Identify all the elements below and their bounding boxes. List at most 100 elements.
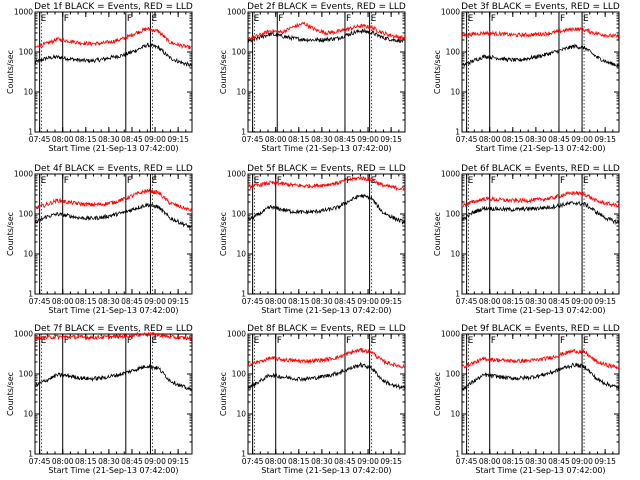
x-tick-label: 09:00: [144, 457, 166, 466]
y-tick-label: 1: [241, 450, 246, 459]
marker-label: E: [151, 176, 157, 186]
x-tick-label: 08:00: [265, 135, 287, 144]
panel-9: Det 9f BLACK = Events, RED = LLD 1 10 100 10…: [433, 324, 620, 475]
marker-label: E: [41, 176, 47, 186]
y-tick-label: 1000: [227, 8, 246, 17]
events-series-line: [461, 362, 620, 392]
y-tick-label: 100: [446, 210, 461, 219]
marker-label: E: [41, 336, 47, 346]
y-tick-label: 100: [446, 48, 461, 57]
x-tick-label: 08:45: [121, 457, 143, 466]
panel-title: Det 1f BLACK = Events, RED = LLD: [34, 2, 193, 12]
y-axis-label: Counts/sec: [6, 212, 15, 256]
x-tick-label: 07:45: [456, 457, 478, 466]
x-axis-label: Start Time (21-Sep-13 07:42:00): [261, 144, 391, 153]
x-tick-label: 07:45: [456, 135, 478, 144]
x-tick-label: 09:15: [594, 297, 616, 306]
x-tick-label: 08:45: [334, 297, 356, 306]
x-tick-label: 08:15: [288, 457, 310, 466]
marker-label: E: [468, 176, 474, 186]
x-axis-label: Start Time (21-Sep-13 07:42:00): [48, 306, 178, 315]
marker-label: E: [151, 336, 157, 346]
marker-label: E: [583, 14, 589, 24]
y-tick-label: 1000: [14, 330, 33, 339]
panel-title: Det 2f BLACK = Events, RED = LLD: [247, 2, 406, 12]
x-tick-label: 07:45: [242, 457, 264, 466]
x-tick-label: 08:30: [525, 135, 547, 144]
x-tick-label: 08:45: [548, 457, 570, 466]
events-series-line: [34, 202, 193, 230]
y-tick-label: 1: [455, 128, 460, 137]
y-tick-label: 1: [455, 450, 460, 459]
y-tick-label: 1: [241, 290, 246, 299]
x-axis-label: Start Time (21-Sep-13 07:42:00): [48, 144, 178, 153]
panel-5: Det 5f BLACK = Events, RED = LLD 1 10 100 10…: [219, 164, 406, 315]
marker-label: E: [254, 14, 260, 24]
panel-title: Det 5f BLACK = Events, RED = LLD: [247, 164, 406, 174]
y-tick-label: 1000: [227, 170, 246, 179]
marker-label: E: [468, 336, 474, 346]
y-axis-label: Counts/sec: [433, 212, 442, 256]
y-axis-label: Counts/sec: [433, 372, 442, 416]
plot-frame: [461, 333, 620, 455]
x-tick-label: 08:00: [52, 297, 74, 306]
x-tick-label: 09:15: [167, 457, 189, 466]
panel-title: Det 8f BLACK = Events, RED = LLD: [247, 324, 406, 334]
x-tick-label: 09:15: [380, 135, 402, 144]
x-tick-label: 09:15: [380, 457, 402, 466]
x-tick-label: 08:30: [311, 297, 333, 306]
marker-label: E: [254, 176, 260, 186]
y-tick-label: 1: [28, 290, 33, 299]
y-axis-label: Counts/sec: [219, 50, 228, 94]
x-tick-label: 08:15: [75, 457, 97, 466]
marker-label: F: [560, 176, 565, 186]
x-tick-label: 08:30: [98, 297, 120, 306]
lld-series-line: [247, 347, 406, 369]
y-tick-label: 100: [232, 48, 247, 57]
panel-1: Det 1f BLACK = Events, RED = LLD 1 10 100 10…: [6, 2, 193, 153]
y-tick-label: 10: [450, 250, 460, 259]
x-tick-label: 08:45: [334, 457, 356, 466]
x-axis-label: Start Time (21-Sep-13 07:42:00): [261, 306, 391, 315]
lld-series-line: [461, 191, 620, 209]
x-tick-label: 07:45: [242, 297, 264, 306]
plot-frame: [461, 173, 620, 295]
marker-label: E: [371, 14, 377, 24]
x-tick-label: 08:45: [548, 297, 570, 306]
y-tick-label: 1000: [227, 330, 246, 339]
y-tick-label: 10: [450, 410, 460, 419]
x-axis-label: Start Time (21-Sep-13 07:42:00): [261, 466, 391, 475]
plot-frame: [461, 11, 620, 133]
marker-label: E: [254, 336, 260, 346]
plot-frame: [34, 333, 193, 455]
marker-label: F: [491, 336, 496, 346]
events-series-line: [34, 363, 193, 392]
events-series-line: [247, 361, 406, 391]
x-tick-label: 07:45: [242, 135, 264, 144]
lld-series-line: [35, 188, 193, 213]
y-tick-label: 1000: [14, 8, 33, 17]
lld-series-line: [247, 176, 406, 192]
x-tick-label: 08:00: [52, 135, 74, 144]
x-tick-label: 09:00: [144, 135, 166, 144]
x-tick-label: 09:00: [571, 297, 593, 306]
marker-label: F: [346, 14, 351, 24]
marker-label: F: [491, 14, 496, 24]
events-series-line: [248, 27, 406, 44]
events-series-line: [247, 193, 406, 225]
x-tick-label: 07:45: [29, 135, 51, 144]
x-tick-label: 08:00: [479, 457, 501, 466]
x-tick-label: 09:15: [380, 297, 402, 306]
lld-series-line: [247, 21, 406, 41]
x-tick-label: 08:45: [121, 297, 143, 306]
y-tick-label: 100: [19, 370, 34, 379]
x-tick-label: 08:30: [98, 457, 120, 466]
y-axis-label: Counts/sec: [433, 50, 442, 94]
x-tick-label: 08:15: [502, 457, 524, 466]
marker-label: F: [491, 176, 496, 186]
lld-series-line: [34, 331, 193, 342]
x-tick-label: 09:00: [357, 297, 379, 306]
x-tick-label: 08:45: [334, 135, 356, 144]
panel-title: Det 3f BLACK = Events, RED = LLD: [461, 2, 620, 12]
